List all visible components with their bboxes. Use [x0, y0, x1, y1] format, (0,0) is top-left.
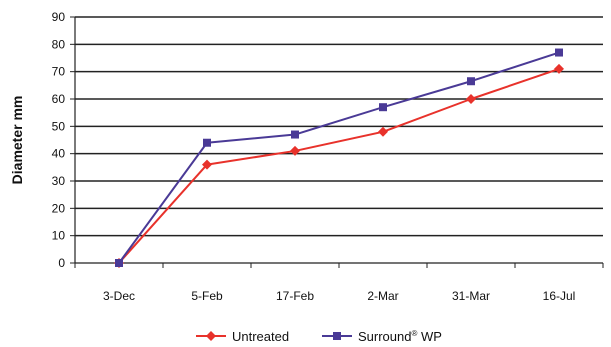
gridlines [75, 16, 603, 237]
y-axis-title: Diameter mm [9, 96, 25, 185]
point-untreated-3 [378, 126, 388, 137]
y-tick-label-90: 90 [52, 10, 66, 24]
y-tick-label-50: 50 [52, 119, 66, 133]
point-surround-0 [115, 259, 123, 267]
y-tick-label-20: 20 [52, 201, 66, 215]
y-tick-label-0: 0 [58, 256, 65, 270]
x-tick-label-31-mar: 31-Mar [452, 289, 490, 303]
x-tick-label-17-feb: 17-Feb [276, 289, 314, 303]
point-surround-1 [203, 138, 211, 147]
axes [70, 16, 604, 268]
y-tick-label-10: 10 [52, 229, 66, 243]
legend-label-surround-wp: Surround® WP [358, 329, 442, 344]
legend-label-surround-suffix: WP [417, 329, 442, 344]
legend-marker-surround-wp [333, 332, 341, 340]
legend-label-surround-registered: ® [411, 329, 417, 338]
point-untreated-5 [554, 63, 564, 74]
legend-marker-untreated [206, 331, 216, 341]
legend-label-untreated: Untreated [232, 329, 289, 344]
point-surround-5 [555, 48, 563, 57]
series-line-untreated [118, 67, 560, 264]
point-untreated-4 [466, 94, 476, 104]
y-tick-label-80: 80 [52, 37, 66, 51]
point-untreated-2 [290, 145, 300, 156]
legend-label-surround-name: Surround [358, 329, 411, 344]
y-tick-label-30: 30 [52, 174, 66, 188]
x-tick-label-5-feb: 5-Feb [191, 289, 223, 303]
y-tick-labels: 0 10 20 30 40 50 60 70 80 90 [52, 10, 66, 270]
series-layer [114, 48, 564, 268]
y-tick-label-70: 70 [52, 65, 66, 79]
y-tick-label-60: 60 [52, 92, 66, 106]
y-tick-label-40: 40 [52, 147, 66, 161]
legend: Untreated Surround® WP [196, 329, 442, 344]
x-tick-label-16-jul: 16-Jul [543, 289, 576, 303]
x-tick-label-3-dec: 3-Dec [103, 289, 135, 303]
point-surround-2 [291, 130, 299, 139]
x-tick-labels: 3-Dec 5-Feb 17-Feb 2-Mar 31-Mar 16-Jul [103, 289, 575, 303]
legend-item-surround-wp: Surround® WP [322, 329, 442, 344]
x-tick-label-2-mar: 2-Mar [367, 289, 398, 303]
series-line-surround [118, 51, 560, 264]
legend-item-untreated: Untreated [196, 329, 289, 344]
point-surround-3 [379, 103, 387, 112]
point-surround-4 [467, 77, 475, 86]
point-untreated-1 [202, 159, 212, 170]
